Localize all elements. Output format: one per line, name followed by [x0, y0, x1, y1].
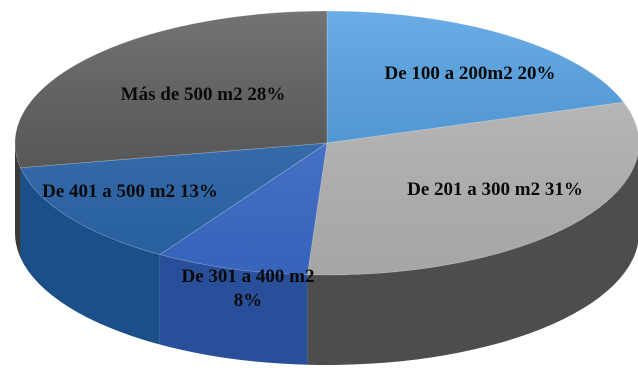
pie-slice-side-2: [307, 153, 638, 365]
pie-slice-label-4: De 401 a 500 m2 13%: [42, 181, 218, 202]
pie-slice-label-5: Más de 500 m2 28%: [121, 84, 286, 105]
pie-slice-side-5: [15, 143, 21, 258]
pie-top-sheen: [15, 11, 638, 275]
pie-slice-label-3: De 301 a 400 m2 8%: [182, 266, 315, 311]
pie-top-layer: [14, 10, 638, 276]
pie-labels-layer: De 100 a 200m2 20% De 201 a 300 m2 31% De …: [42, 63, 583, 311]
pie-slice-side-4: [20, 167, 160, 345]
pie-slice-side-3: [159, 254, 308, 365]
pie-slice-label-2: De 201 a 300 m2 31%: [407, 179, 583, 200]
pie-depth-layer: [15, 143, 638, 365]
pie-slice-label-1: De 100 a 200m2 20%: [385, 63, 556, 84]
